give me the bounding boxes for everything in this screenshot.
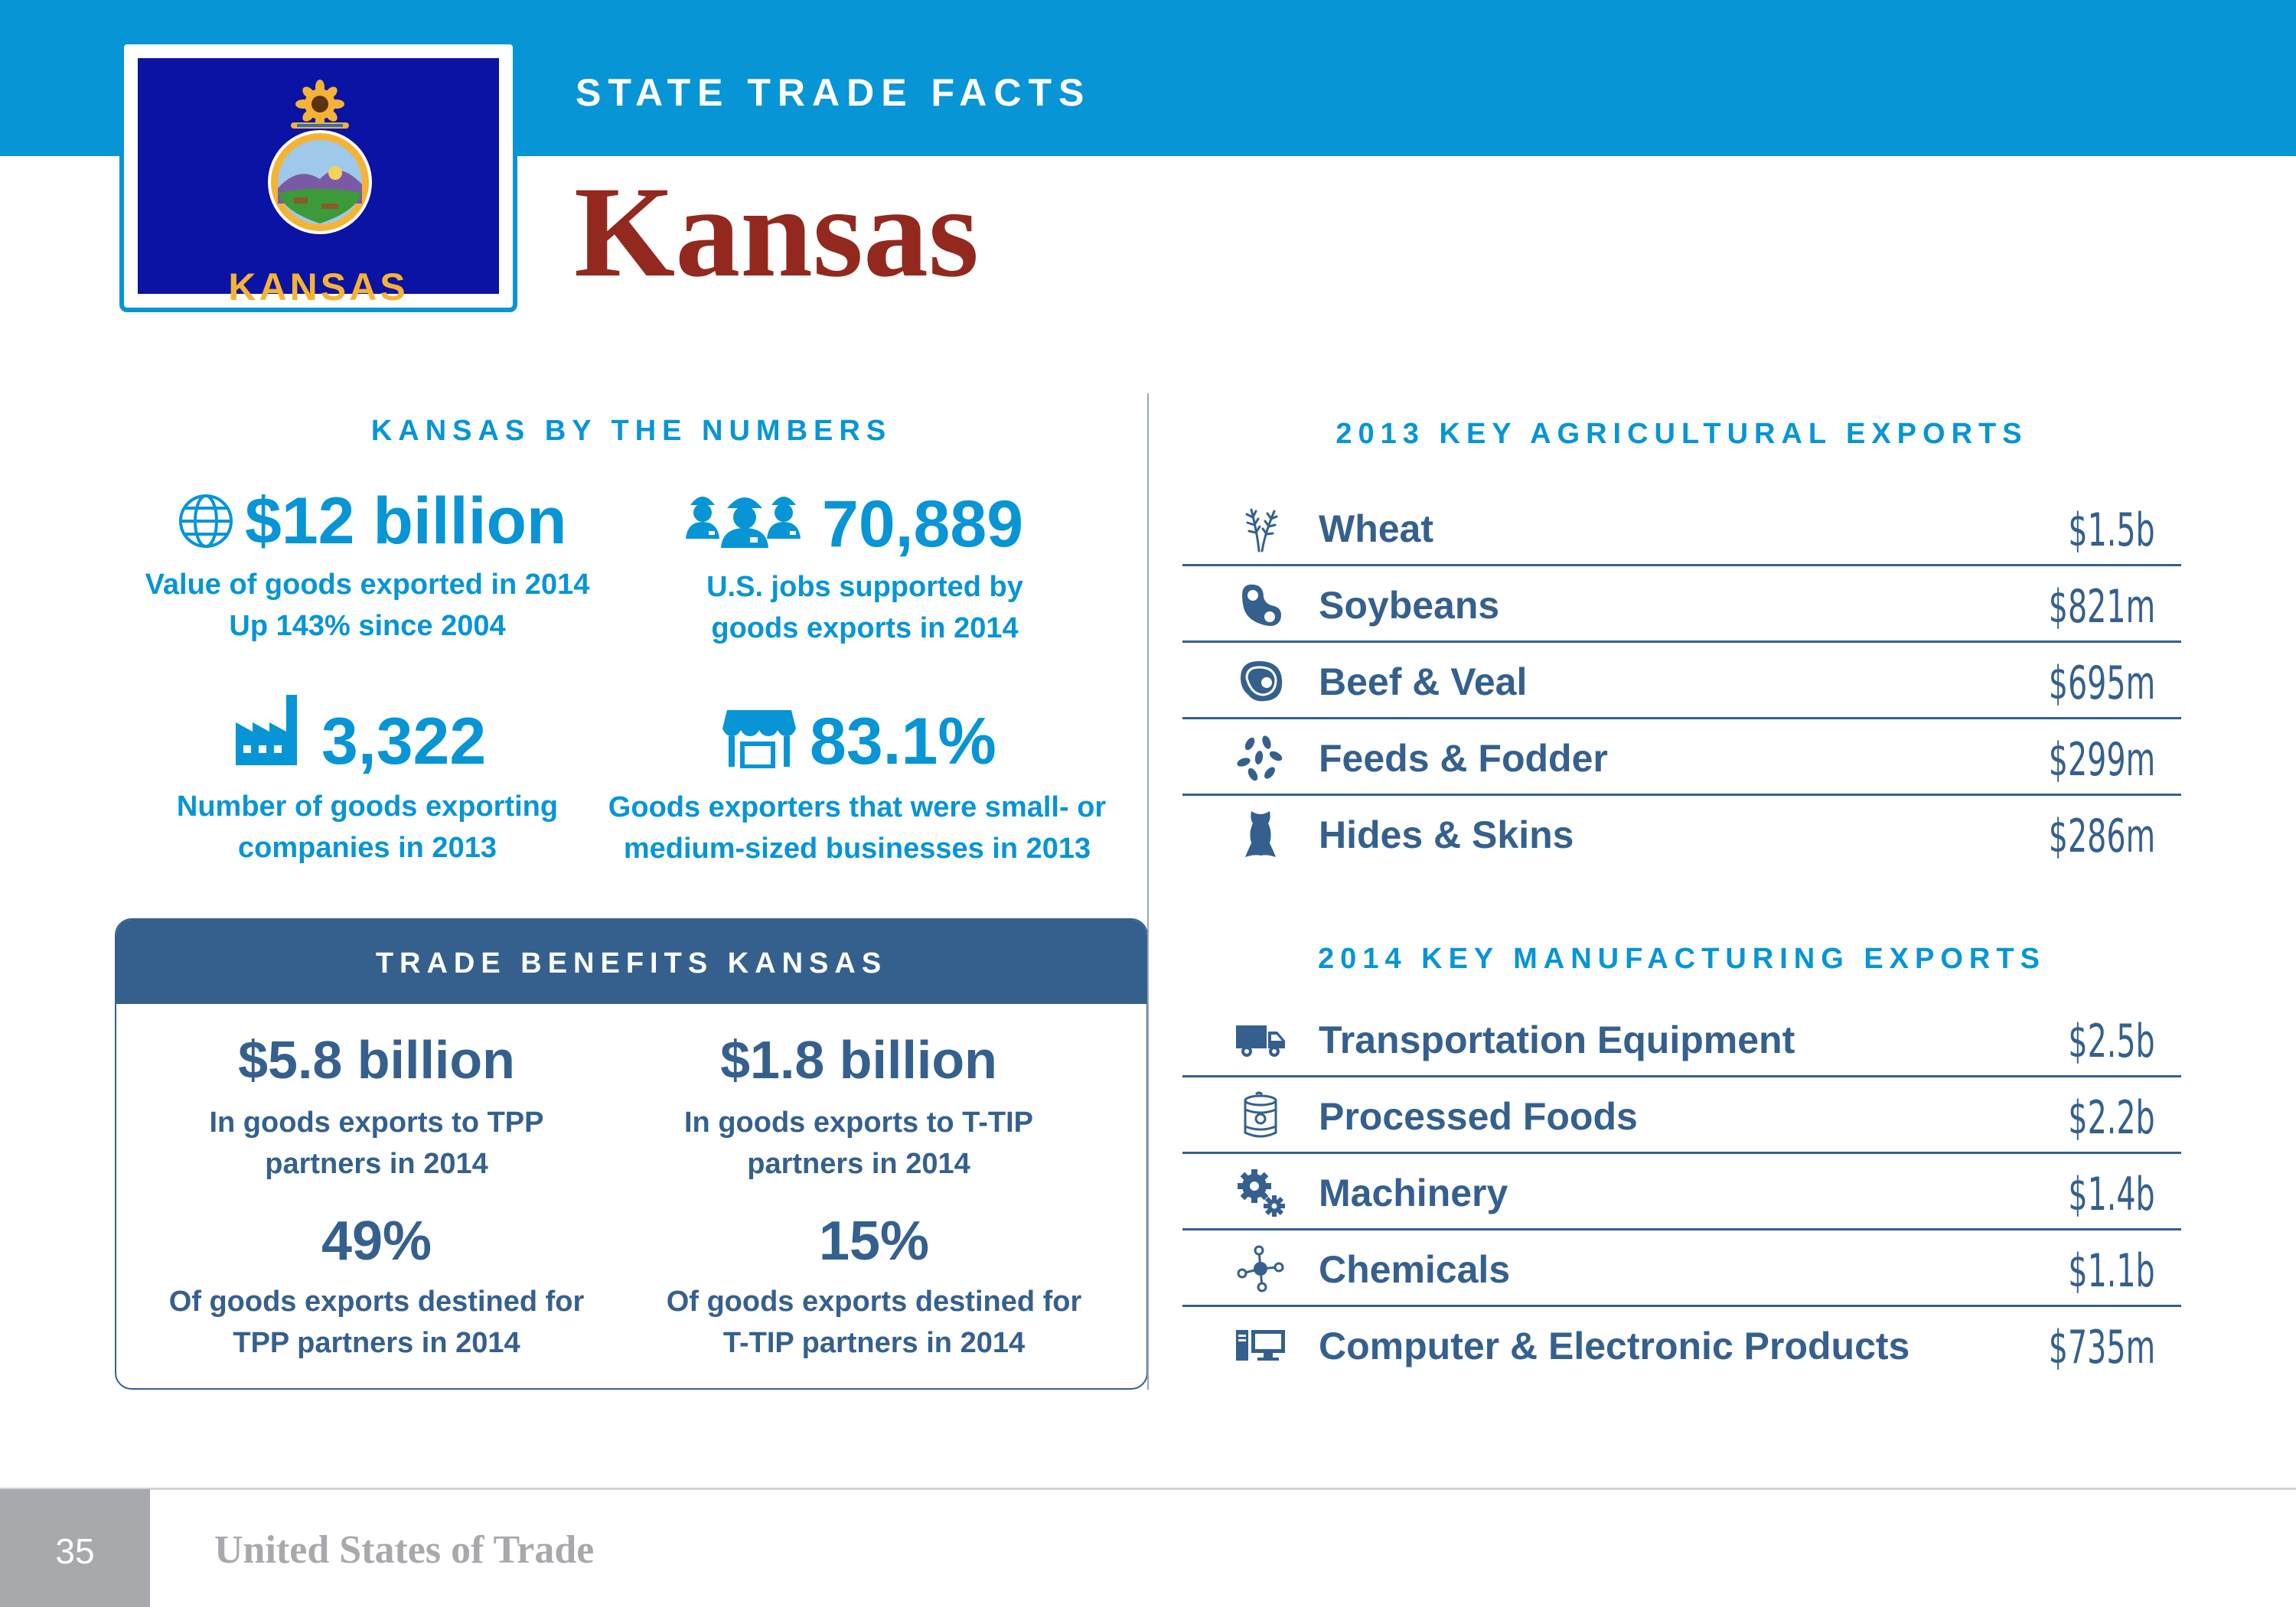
row-divider bbox=[1182, 641, 2181, 643]
can-icon bbox=[1244, 1091, 1277, 1138]
row-divider bbox=[1182, 1228, 2181, 1231]
benefit-tpp-caption-1: In goods exports to TPP bbox=[209, 1107, 544, 1139]
hide-icon bbox=[1245, 811, 1276, 857]
agri-row-beef: Beef & Veal $695m bbox=[1182, 643, 2181, 719]
trade-benefits-panel: TRADE BENEFITS KANSAS $5.8 billion In go… bbox=[115, 918, 1148, 1390]
storefront-icon bbox=[722, 710, 796, 768]
mfg-value: $1.1b bbox=[2068, 1244, 2155, 1298]
stat-exports-caption-1: Value of goods exported in 2014 bbox=[145, 569, 590, 601]
molecule-icon bbox=[1237, 1245, 1284, 1292]
mfg-name: Transportation Equipment bbox=[1319, 1019, 1795, 1061]
benefit-ttip-caption-2: partners in 2014 bbox=[747, 1148, 970, 1180]
benefit-tpp-caption-2: partners in 2014 bbox=[265, 1148, 488, 1180]
publication-title: United States of Trade bbox=[214, 1528, 595, 1572]
benefit-ttip-share-caption-2: T-TIP partners in 2014 bbox=[722, 1327, 1026, 1359]
mfg-value: $1.4b bbox=[2068, 1168, 2155, 1221]
mfg-name: Processed Foods bbox=[1319, 1095, 1638, 1138]
steak-icon bbox=[1241, 661, 1283, 702]
mfg-name: Computer & Electronic Products bbox=[1319, 1325, 1910, 1367]
agri-name: Wheat bbox=[1319, 507, 1433, 550]
manufacturing-heading: 2014 KEY MANUFACTURING EXPORTS bbox=[1318, 943, 2046, 975]
agri-row-wheat: Wheat $1.5b bbox=[1182, 490, 2181, 566]
agri-name: Feeds & Fodder bbox=[1319, 737, 1608, 780]
agri-value: $695m bbox=[2048, 657, 2155, 710]
stat-smb-caption-2: medium-sized businesses in 2013 bbox=[623, 833, 1091, 865]
workers-icon bbox=[686, 497, 801, 548]
benefit-ttip-value: $1.8 billion bbox=[720, 1030, 997, 1090]
factory-icon bbox=[236, 695, 297, 765]
stat-smb-caption-1: Goods exporters that were small- or bbox=[608, 791, 1107, 823]
mfg-row-foods: Processed Foods $2.2b bbox=[1182, 1077, 2181, 1154]
stat-exports-caption-2: Up 143% since 2004 bbox=[229, 610, 506, 642]
mfg-name: Chemicals bbox=[1319, 1248, 1511, 1291]
agri-value: $821m bbox=[2048, 580, 2155, 634]
agri-row-feeds: Feeds & Fodder $299m bbox=[1182, 719, 2181, 796]
benefit-tpp-value: $5.8 billion bbox=[238, 1030, 515, 1090]
mfg-row-transport: Transportation Equipment $2.5b bbox=[1182, 1001, 2181, 1077]
benefit-tpp-share-caption-2: TPP partners in 2014 bbox=[233, 1327, 520, 1359]
trade-benefits-heading: TRADE BENEFITS KANSAS bbox=[375, 947, 888, 980]
row-divider bbox=[1182, 1305, 2181, 1307]
soybean-icon bbox=[1242, 584, 1281, 626]
row-divider bbox=[1182, 1075, 2181, 1077]
page-title: Kansas bbox=[574, 160, 980, 304]
stat-companies-caption-1: Number of goods exporting bbox=[176, 790, 559, 823]
gears-icon bbox=[1238, 1169, 1285, 1217]
stat-exports-value: $12 billion bbox=[245, 484, 567, 558]
page-number-box: 35 bbox=[0, 1489, 150, 1607]
stat-jobs-caption-1: U.S. jobs supported by bbox=[706, 571, 1023, 603]
mfg-name: Machinery bbox=[1319, 1172, 1508, 1214]
mfg-value: $735m bbox=[2048, 1321, 2155, 1374]
grain-icon bbox=[1237, 735, 1283, 781]
mfg-row-chemicals: Chemicals $1.1b bbox=[1182, 1231, 2181, 1307]
benefit-ttip-share-value: 15% bbox=[818, 1211, 930, 1272]
trade-benefits-header: TRADE BENEFITS KANSAS bbox=[116, 920, 1146, 1004]
mfg-value: $2.5b bbox=[2068, 1015, 2155, 1068]
mfg-row-computers: Computer & Electronic Products $735m bbox=[1182, 1307, 2181, 1384]
benefit-tpp-share-value: 49% bbox=[321, 1211, 432, 1272]
state-flag-frame: KANSAS bbox=[119, 40, 517, 312]
agri-value: $1.5b bbox=[2068, 504, 2155, 557]
stat-jobs-caption-2: goods exports in 2014 bbox=[711, 612, 1019, 644]
mfg-value: $2.2b bbox=[2068, 1091, 2155, 1145]
agri-row-hides: Hides & Skins $286m bbox=[1182, 796, 2181, 872]
state-seal-icon bbox=[268, 80, 372, 234]
wheat-icon bbox=[1245, 508, 1278, 553]
benefit-ttip-share-caption-1: Of goods exports destined for bbox=[666, 1286, 1082, 1318]
stat-smb-value: 83.1% bbox=[810, 705, 996, 778]
stat-companies-caption-2: companies in 2013 bbox=[238, 832, 497, 864]
flag-state-name: KANSAS bbox=[228, 266, 409, 308]
stat-companies-value: 3,322 bbox=[321, 705, 487, 778]
computer-icon bbox=[1236, 1330, 1285, 1361]
benefit-tpp-share-caption-1: Of goods exports destined for bbox=[168, 1286, 585, 1318]
agri-name: Beef & Veal bbox=[1319, 660, 1528, 703]
footer-divider bbox=[0, 1488, 2296, 1490]
page-number: 35 bbox=[55, 1531, 95, 1571]
stat-jobs-value: 70,889 bbox=[822, 487, 1024, 561]
agri-value: $299m bbox=[2048, 733, 2155, 787]
agricultural-heading: 2013 KEY AGRICULTURAL EXPORTS bbox=[1336, 418, 2028, 450]
agri-name: Hides & Skins bbox=[1319, 813, 1574, 856]
truck-icon bbox=[1236, 1025, 1285, 1057]
numbers-heading: KANSAS BY THE NUMBERS bbox=[370, 415, 892, 447]
kansas-flag: KANSAS bbox=[138, 58, 499, 308]
agri-name: Soybeans bbox=[1319, 584, 1500, 627]
agri-value: $286m bbox=[2048, 810, 2155, 863]
row-divider bbox=[1182, 1152, 2181, 1154]
globe-icon bbox=[179, 494, 233, 548]
kicker-label: STATE TRADE FACTS bbox=[576, 71, 1091, 114]
row-divider bbox=[1182, 564, 2181, 566]
column-divider bbox=[1147, 393, 1149, 1390]
row-divider bbox=[1182, 794, 2181, 796]
benefit-ttip-caption-1: In goods exports to T-TIP bbox=[684, 1107, 1033, 1139]
agri-row-soybeans: Soybeans $821m bbox=[1182, 566, 2181, 643]
mfg-row-machinery: Machinery $1.4b bbox=[1182, 1154, 2181, 1231]
row-divider bbox=[1182, 717, 2181, 719]
